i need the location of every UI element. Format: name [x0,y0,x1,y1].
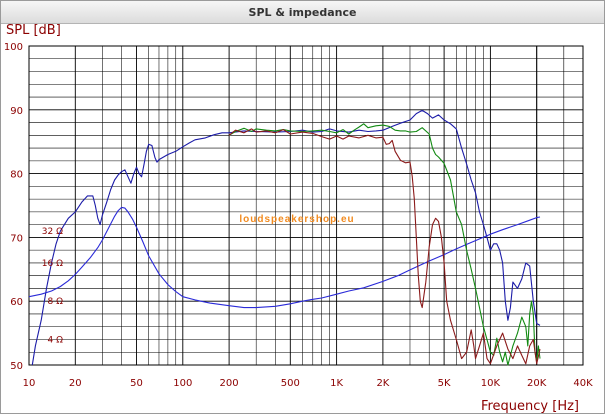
x-axis-label: Frequency [Hz] [481,399,579,413]
x-tick-label: 20 [69,378,82,389]
series-line-4 [228,128,541,365]
y-tick-label: 100 [4,42,23,53]
impedance-label: 4 Ω [48,335,64,345]
plot-frame [28,45,584,366]
impedance-label: 16 Ω [42,259,63,269]
impedance-label: 32 Ω [42,227,63,237]
y-axis-ticks: 50 60 70 80 90 100 [4,42,23,372]
series-line-2 [28,206,541,309]
chart-grid [28,45,584,366]
x-tick-label: 40K [573,378,593,389]
x-tick-label: 10 [23,378,36,389]
x-tick-label: 1K [330,378,343,389]
y-axis-label: SPL [dB] [6,23,61,38]
x-tick-label: 50 [130,378,143,389]
impedance-label: 8 Ω [48,297,64,307]
x-tick-label: 100 [173,378,192,389]
chart-series [28,109,541,366]
y-tick-label: 70 [10,233,23,244]
x-tick-label: 5K [438,378,451,389]
watermark: loudspeakershop.eu [239,214,354,225]
series-line-3 [228,123,541,366]
x-tick-label: 200 [220,378,239,389]
y-tick-label: 50 [10,361,23,372]
window-title: SPL & impedance [248,5,357,19]
impedance-labels: 32 Ω 16 Ω 8 Ω 4 Ω [42,227,63,345]
y-tick-label: 60 [10,297,23,308]
y-tick-label: 90 [10,106,23,117]
x-tick-label: 20K [527,378,547,389]
x-tick-label: 10K [481,378,501,389]
window-titlebar: SPL & impedance [1,1,604,24]
x-axis-ticks: 10 20 50 100 200 500 1K 2K 5K 10K 20K 40K [23,378,593,389]
x-tick-label: 2K [376,378,389,389]
x-tick-label: 500 [281,378,300,389]
y-tick-label: 80 [10,170,23,181]
